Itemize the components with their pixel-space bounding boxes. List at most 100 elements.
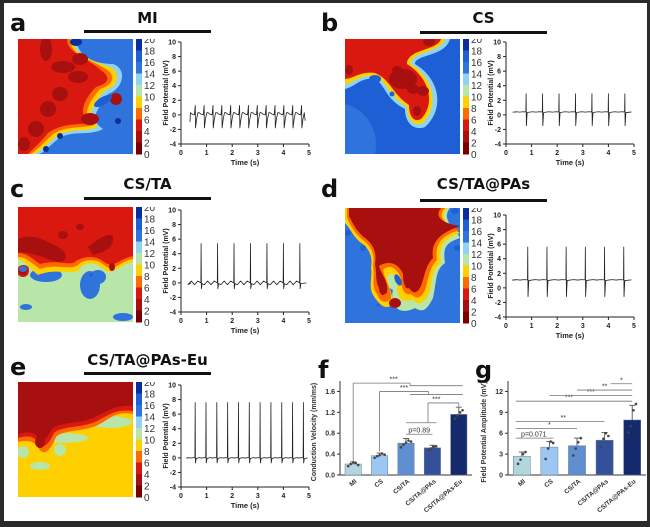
region	[113, 313, 133, 321]
colorbar-tick-label: 4	[471, 296, 477, 307]
colorbar-segment	[463, 277, 469, 289]
region	[89, 273, 93, 277]
colorbar-segment	[136, 428, 142, 440]
data-point	[524, 450, 527, 454]
colorbar-tick-label: 10	[471, 93, 483, 104]
y-tick-label: 2	[497, 271, 501, 278]
colorbar-segment	[136, 207, 142, 219]
significance-label: *	[548, 422, 551, 429]
x-axis-title: Time (s)	[231, 501, 260, 510]
colorbar-tick-label: 8	[144, 272, 150, 283]
x-tick-label: CS/TA	[392, 478, 411, 496]
colorbar-tick-label: 20	[144, 39, 156, 46]
y-tick-label: 12	[495, 389, 503, 396]
colorbar-tick-label: 12	[144, 249, 156, 260]
colorbar-tick-label: 12	[471, 81, 483, 92]
x-tick-label: 2	[555, 323, 559, 330]
x-tick-label: 3	[581, 150, 585, 157]
heatmap-regions	[18, 207, 133, 322]
colorbar-tick-label: 18	[144, 390, 156, 401]
significance-label: ***	[565, 395, 573, 402]
y-tick-label: -4	[170, 485, 176, 492]
region	[417, 86, 429, 96]
colorbar-tick-label: 2	[471, 308, 477, 319]
region	[436, 65, 444, 73]
colorbar-segment	[136, 108, 142, 120]
region	[68, 71, 88, 83]
colorbar-segment	[136, 241, 142, 254]
y-tick-label: 10	[493, 213, 501, 220]
panel-label-b: b	[321, 9, 339, 37]
data-point	[602, 437, 605, 441]
region	[413, 106, 421, 116]
colorbar-tick-label: 10	[144, 261, 156, 272]
data-point	[375, 454, 379, 458]
colorbar-tick-label: 2	[144, 139, 150, 150]
y-tick-label: 6	[172, 412, 176, 419]
x-tick-label: 5	[307, 150, 311, 157]
x-tick-label: CS/TA	[563, 478, 582, 496]
x-tick-label: 1	[205, 318, 209, 325]
region	[54, 444, 66, 456]
y-tick-label: 1.2	[325, 410, 335, 417]
colorbar-segment	[463, 50, 469, 63]
y-tick-label: 6	[499, 431, 503, 438]
y-tick-label: 8	[497, 227, 501, 234]
colorbar-segment	[136, 131, 142, 143]
colorbar-tick-label: 16	[144, 226, 156, 237]
significance-label: ***	[432, 396, 440, 403]
colorbar-tick-label: 4	[144, 470, 150, 481]
colorbar-tick-label: 10	[471, 262, 483, 273]
region	[88, 235, 114, 255]
data-point	[434, 444, 438, 448]
data-point	[549, 440, 552, 443]
bar	[423, 447, 441, 476]
data-point	[407, 439, 410, 442]
bar-group: CS	[371, 452, 389, 489]
heatmap-regions	[18, 39, 133, 154]
bar	[595, 439, 614, 476]
colorbar-segment	[463, 288, 469, 301]
x-tick-label: 1	[530, 150, 534, 157]
region	[40, 39, 52, 61]
x-axis-title: Time (s)	[231, 326, 260, 335]
colorbar-tick-label: 4	[144, 127, 150, 138]
panel-title-d: CS/TA@PAs	[436, 175, 531, 193]
colorbar-segment	[136, 85, 142, 97]
bar	[450, 414, 468, 476]
y-tick-label: 0	[172, 280, 176, 287]
colorbar-segment	[136, 96, 142, 109]
colorbar-tick-label: 14	[471, 70, 483, 81]
x-tick-label: 1	[205, 150, 209, 157]
colorbar-segment	[463, 208, 469, 220]
x-tick-label: 3	[581, 323, 585, 330]
data-point	[373, 456, 376, 460]
colorbar-tick-label: 14	[144, 238, 156, 249]
colorbar-segment	[136, 62, 142, 74]
colorbar-segment	[136, 50, 142, 63]
y-tick-label: 2	[172, 98, 176, 105]
data-point	[461, 408, 464, 412]
colorbar-segment	[136, 276, 142, 288]
bar-group: MI	[512, 450, 531, 488]
panel-label-g: g	[475, 356, 493, 384]
colorbar-tick-label: 8	[471, 104, 477, 115]
panel-label-f: f	[318, 356, 329, 384]
region	[58, 231, 68, 239]
data-point	[380, 452, 384, 455]
colorbar-segment	[463, 73, 469, 86]
data-point	[346, 464, 350, 468]
region	[394, 274, 402, 286]
x-axis-title: Time (s)	[556, 158, 585, 167]
colorbar-tick-label: 8	[144, 447, 150, 458]
bar-group: MI	[344, 461, 362, 488]
x-tick-label: 0	[179, 493, 183, 500]
data-point	[458, 411, 462, 414]
colorbar-tick-label: 14	[144, 413, 156, 424]
